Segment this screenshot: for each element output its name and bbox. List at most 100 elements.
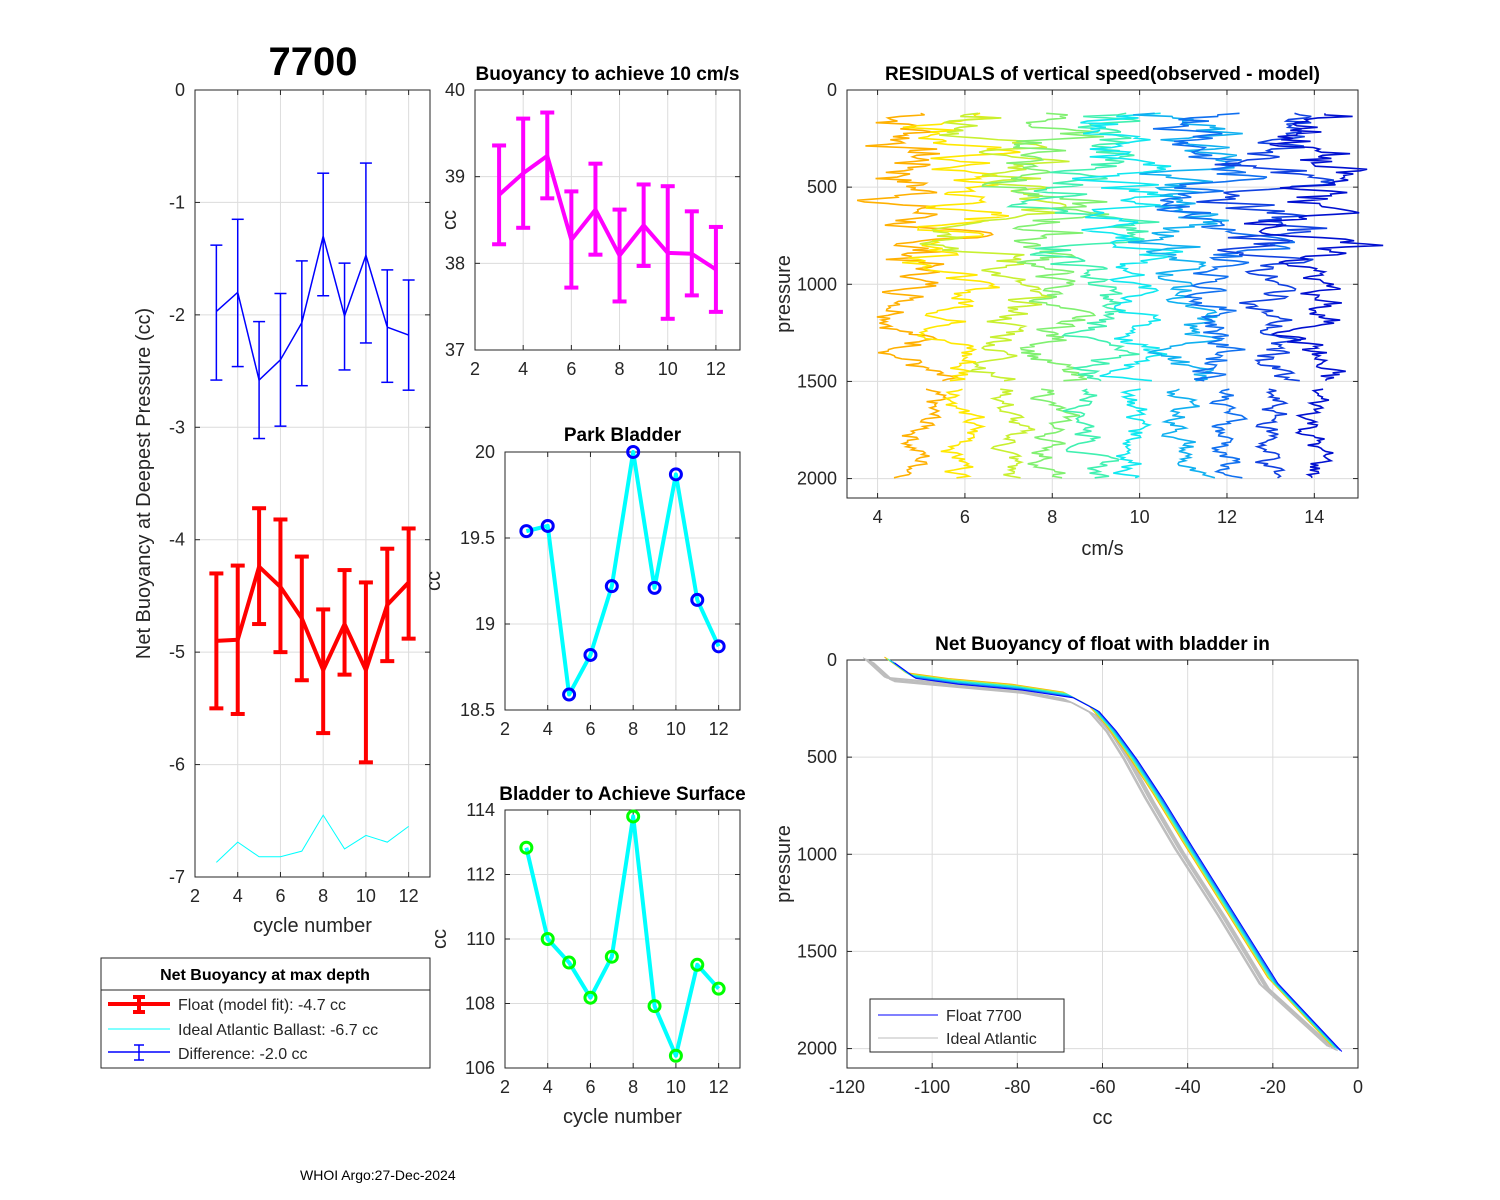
tick-label-y: 112 [466,865,495,885]
tick-label-y: 2000 [797,1039,837,1059]
residual-profile-cycle-12-deep [1294,388,1334,479]
legend-swatch-difference [108,1044,170,1061]
float-7700-curve [887,658,1336,1048]
tick-label-y: -4 [169,530,185,550]
tick-label-y: 108 [465,994,495,1014]
tick-label-x: 6 [585,1077,595,1097]
tick-label-x: 2 [500,1077,510,1097]
bladder-surface-marker [540,932,555,946]
tick-label-y: 0 [827,650,837,670]
tick-label-y: 19 [475,614,495,634]
tick-label-x: 4 [518,359,528,379]
tick-label-x: 2 [470,359,480,379]
tick-label-y: 2000 [797,469,837,489]
tick-label-y: 1500 [797,371,837,391]
float-errorbar [358,580,373,765]
plot-area [195,90,430,877]
residual-profile-cycle-5-deep [989,388,1036,479]
residual-profile-cycle-3 [856,112,994,382]
y-axis-label: pressure [773,255,795,333]
tick-label-x: 2 [500,719,510,739]
chart-title: Buoyancy to achieve 10 cm/s [475,64,739,85]
tick-label-y: 500 [807,177,837,197]
axes-frame [846,89,1359,499]
tick-label-x: 0 [1353,1077,1363,1097]
tick-label-x: 12 [1217,507,1237,527]
x-axis-label: cm/s [1081,538,1123,560]
tick-label-x: 12 [399,886,419,906]
tick-label-y: 18.5 [460,700,495,720]
tick-label-x: 10 [658,359,678,379]
y-axis-label: pressure [773,825,795,903]
y-axis-label: cc [439,210,461,230]
chart-title: RESIDUALS of vertical speed(observed - m… [885,64,1320,85]
difference-errorbar [317,172,330,297]
tick-label-y: -3 [169,417,185,437]
tick-label-y: 1000 [797,844,837,864]
difference-errorbar [210,244,223,381]
axes-net-buoyancy-deepest: 2 4 6 8 10 12 -7 -6 -5 -4 -3 -2 -1 0 cycle number Net B… [133,80,431,937]
x-axis-label: cc [1093,1107,1113,1129]
residual-profile-cycle-4-deep [940,388,987,479]
float-7700-curve [890,660,1339,1050]
bladder-surface-marker [519,840,534,855]
series-difference [215,235,409,382]
bladder-surface-marker [690,957,705,972]
x-axis-label: cycle number [563,1106,682,1128]
park-bladder-marker [519,524,534,539]
axes-frame [194,89,431,878]
tick-label-x: 12 [706,359,726,379]
tick-label-y: -7 [169,867,185,887]
tick-label-x: 6 [566,359,576,379]
tick-label-x: 8 [615,359,625,379]
tick-label-x: 12 [709,719,729,739]
axes-frame [474,89,741,351]
residual-profile-cycle-9 [1128,112,1243,382]
tick-label-x: 4 [233,886,243,906]
residual-profile-cycle-4 [902,112,1021,382]
tick-label-x: 4 [873,507,883,527]
tick-label-x: 8 [628,1077,638,1097]
park-bladder-marker [604,579,619,594]
tick-label-x: 4 [543,719,553,739]
bladder-surface-marker [626,809,641,824]
residual-profile-cycle-11-deep [1254,388,1289,479]
y-axis-label: cc [423,571,445,591]
axes-residuals: 4 6 8 10 12 14 0 500 1000 1500 2000 RESIDUALS of ve… [773,64,1384,560]
float-7700-curve [884,656,1332,1046]
series-float-model-fit [216,564,411,673]
residual-profile-cycle-10-deep [1208,388,1249,479]
park-bladder-marker [690,592,705,607]
residual-profile-cycle-8-deep [1113,388,1153,479]
axes-frame [846,659,1359,1069]
tick-label-x: 10 [1130,507,1150,527]
tick-label-y: 38 [445,253,465,273]
float-7700-curve [892,661,1341,1051]
tick-label-y: -1 [169,192,185,212]
float-7700-curve [894,662,1343,1052]
tick-label-x: 4 [543,1077,553,1097]
bladder-surface-marker [711,981,726,996]
bladder-surface-marker [647,999,662,1014]
tick-label-y: -5 [169,642,185,662]
series-park-bladder [525,450,721,697]
axes-frame [504,451,741,711]
park-bladder-marker [583,647,598,662]
x-axis-label: cycle number [253,915,372,937]
legend-entry-ideal-atlantic: Ideal Atlantic [946,1031,1037,1048]
park-bladder-marker [562,687,577,702]
footer-credit: WHOI Argo:27-Dec-2024 [300,1167,456,1183]
tick-label-y: -6 [169,755,185,775]
tick-label-x: 8 [318,886,328,906]
tick-label-y: 37 [445,340,465,360]
legend-swatch-float [108,995,170,1014]
park-bladder-marker [668,467,683,482]
legend-bladder-in: Float 7700 Ideal Atlantic [869,998,1065,1053]
legend-title: Net Buoyancy at max depth [160,967,370,984]
series-bladder-surface [524,814,721,1058]
residual-profile-cycle-6-deep [1027,388,1081,479]
tick-label-x: 8 [628,719,638,739]
tick-label-y: 1000 [797,274,837,294]
